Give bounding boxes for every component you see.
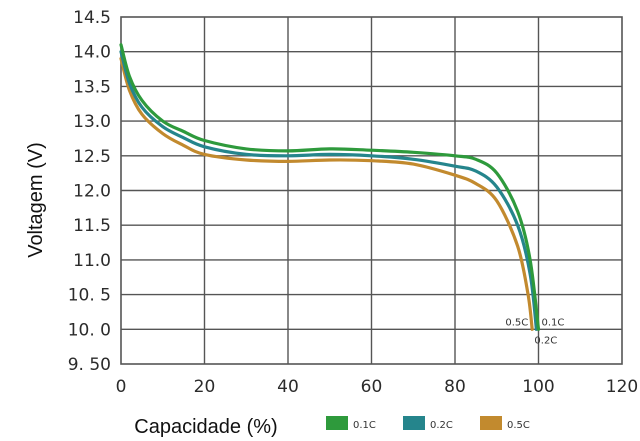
x-tick-label: 20 [194, 377, 216, 397]
series-line-01C [119, 43, 541, 331]
x-tick-label: 60 [361, 377, 383, 397]
legend-swatch-01C [326, 416, 348, 430]
end-label-01C: 0.1C [542, 317, 565, 328]
grid [120, 16, 623, 365]
y-tick-label: 14.5 [73, 8, 111, 28]
y-tick-label: 13.0 [73, 112, 111, 132]
x-tick-label: 40 [277, 377, 299, 397]
series-line-02C [119, 50, 538, 331]
legend-label-01C: 0.1C [353, 420, 376, 431]
y-tick-label: 11.5 [73, 216, 111, 236]
y-tick-label: 12.5 [73, 147, 111, 167]
y-tick-label: 12.0 [73, 182, 111, 202]
y-tick-label: 10. 5 [68, 286, 111, 306]
y-tick-label: 9. 50 [68, 355, 111, 375]
x-tick-labels: 0 20 40 60 80 100 120 [116, 377, 639, 397]
y-axis-label: Voltagem (V) [25, 142, 47, 258]
legend-label-05C: 0.5C [507, 420, 530, 431]
x-tick-label: 100 [522, 377, 554, 397]
series-end-labels: 0.5C 0.1C 0.2C [505, 317, 564, 346]
legend-swatch-02C [403, 416, 425, 430]
y-tick-label: 13.5 [73, 77, 111, 97]
x-axis-label: Capacidade (%) [134, 416, 277, 438]
x-tick-label: 80 [444, 377, 466, 397]
legend-swatch-05C [480, 416, 502, 430]
y-tick-label: 11.0 [73, 251, 111, 271]
end-label-02C: 0.2C [534, 335, 557, 346]
series-line-05C [119, 57, 534, 331]
series-lines [119, 43, 541, 331]
legend: 0.1C 0.2C 0.5C [326, 416, 530, 431]
legend-label-02C: 0.2C [430, 420, 453, 431]
y-tick-label: 14.0 [73, 43, 111, 63]
x-tick-label: 120 [606, 377, 638, 397]
y-tick-labels: 14.5 14.0 13.5 13.0 12.5 12.0 11.5 11.0 10. 5 10.… [68, 8, 111, 375]
end-label-05C: 0.5C [505, 317, 528, 328]
x-tick-label: 0 [116, 377, 127, 397]
y-tick-label: 10. 0 [68, 320, 111, 340]
